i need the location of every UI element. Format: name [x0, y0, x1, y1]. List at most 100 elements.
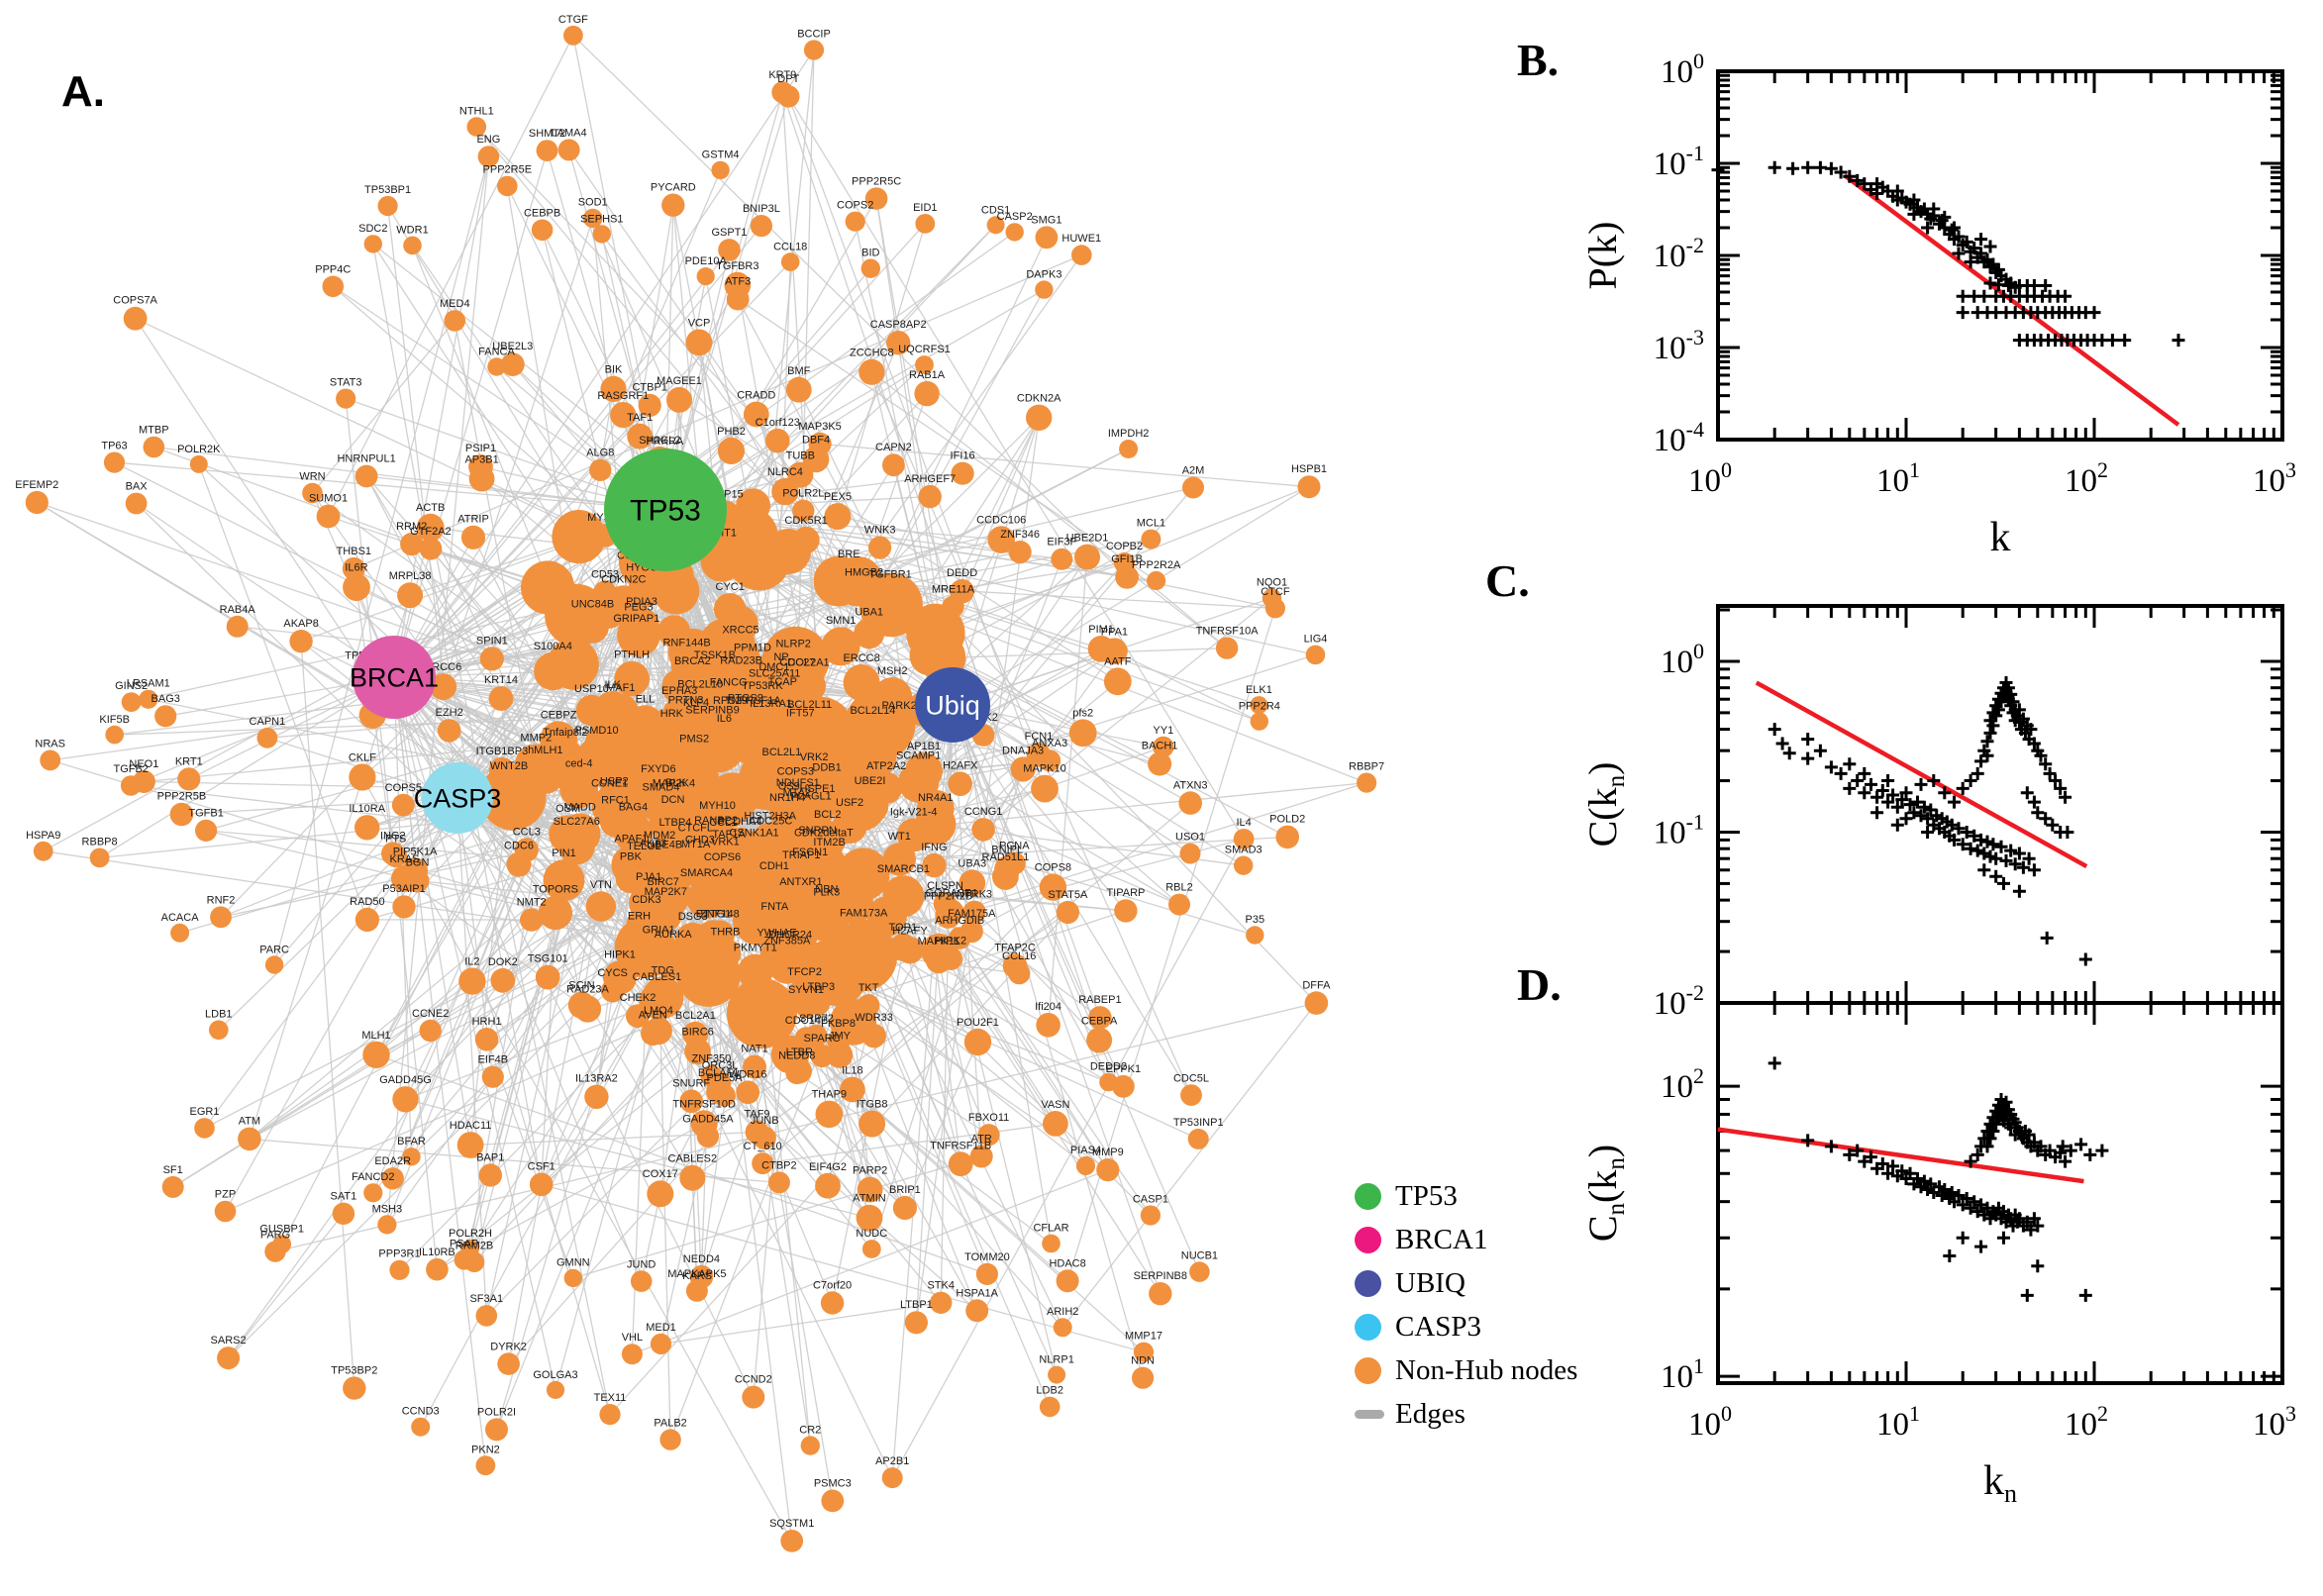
network-node	[614, 660, 650, 697]
network-node	[718, 239, 741, 261]
network-edge	[136, 502, 395, 678]
data-point	[1843, 757, 1857, 771]
x-tick-label: 101	[1876, 1401, 1920, 1443]
network-node	[466, 117, 487, 137]
network-edge	[1047, 556, 1088, 1026]
network-edge	[456, 640, 638, 799]
network-node	[750, 215, 773, 238]
network-edge	[249, 980, 473, 1140]
network-node	[123, 306, 148, 331]
network-node	[543, 859, 585, 902]
data-point	[1970, 766, 1984, 780]
network-edge	[393, 231, 1016, 678]
x-axis-title: kn	[1983, 1458, 2017, 1508]
network-edge	[612, 990, 978, 1312]
data-point	[1943, 1249, 1957, 1262]
network-edge	[1114, 650, 1261, 723]
network-node	[679, 1164, 706, 1191]
y-axis-title: P(k)	[1580, 222, 1625, 290]
network-node	[803, 40, 825, 60]
network-node	[1101, 638, 1128, 665]
network-node	[416, 513, 445, 542]
data-point	[1997, 876, 2010, 890]
network-edge	[411, 926, 648, 1157]
network-edge	[345, 398, 439, 1270]
network-node	[1357, 772, 1377, 793]
network-edge	[664, 289, 1045, 511]
network-node	[792, 526, 820, 554]
data-point	[2105, 334, 2119, 348]
data-point	[1914, 777, 1928, 791]
network-edge	[311, 320, 455, 494]
network-edge	[915, 417, 1040, 1323]
network-node	[170, 923, 190, 943]
network-edge	[228, 1213, 345, 1359]
network-node	[882, 843, 916, 876]
data-point	[1921, 826, 1935, 839]
x-tick-label: 102	[2065, 457, 2108, 499]
network-nodes	[25, 25, 1377, 1552]
network-node	[836, 560, 861, 586]
network-node	[592, 225, 611, 244]
network-edge	[870, 371, 1228, 649]
network-node	[914, 380, 940, 407]
network-node	[685, 329, 713, 356]
network-edge	[737, 298, 1157, 582]
network-node	[349, 763, 376, 791]
network-edge	[225, 964, 788, 1213]
y-tick-label: 10-2	[1654, 980, 1704, 1022]
network-edge	[411, 544, 648, 928]
tp53-swatch-icon	[1355, 1182, 1381, 1210]
legend-item-brca1: BRCA1	[1355, 1218, 1577, 1261]
data-point	[1890, 818, 1904, 832]
network-node	[531, 219, 554, 242]
network-node	[1103, 667, 1132, 696]
legend-label: CASP3	[1395, 1310, 1482, 1343]
network-node	[1075, 1155, 1096, 1176]
network-node	[792, 499, 815, 522]
data-point	[1983, 240, 1997, 253]
chart-C-ticks	[1716, 606, 2284, 1005]
panel-a-label: A.	[61, 67, 105, 116]
legend-label: Edges	[1395, 1397, 1465, 1430]
network-node	[577, 737, 616, 774]
network-node	[600, 375, 627, 402]
y-tick-label: 100	[1661, 639, 1704, 680]
network-node	[460, 525, 486, 549]
network-node	[1141, 529, 1162, 549]
network-node	[217, 1347, 241, 1370]
network-node	[686, 879, 727, 919]
network-node	[1297, 475, 1321, 499]
network-node	[717, 437, 746, 464]
network-edge	[375, 1053, 988, 1275]
network-edge	[664, 92, 783, 511]
network-node	[536, 140, 558, 162]
data-point	[2087, 306, 2101, 320]
network-node	[1088, 1006, 1112, 1030]
network-edge	[114, 461, 666, 511]
network-edge	[393, 404, 651, 678]
network-node	[915, 355, 934, 374]
network-node	[103, 451, 126, 473]
network-node	[1115, 565, 1139, 589]
network-node	[1112, 1074, 1135, 1098]
network-edge	[660, 1302, 942, 1346]
network-node	[1147, 570, 1166, 591]
network-node	[391, 793, 415, 817]
network-node	[520, 908, 544, 932]
network-node	[925, 948, 952, 974]
network-node	[1026, 404, 1053, 431]
network-edge	[641, 1193, 661, 1282]
data-point	[1801, 733, 1815, 747]
network-node	[316, 504, 341, 529]
network-edge	[354, 254, 1082, 569]
network-edge	[952, 606, 1101, 1019]
network-edge	[970, 886, 1054, 933]
data-point	[1977, 863, 1991, 877]
y-tick-label: 10-1	[1654, 809, 1704, 850]
ubiq-swatch-icon	[1355, 1269, 1381, 1297]
network-edge	[393, 225, 762, 678]
network-node	[884, 712, 915, 743]
network-node	[666, 386, 692, 413]
network-node	[969, 1145, 993, 1168]
